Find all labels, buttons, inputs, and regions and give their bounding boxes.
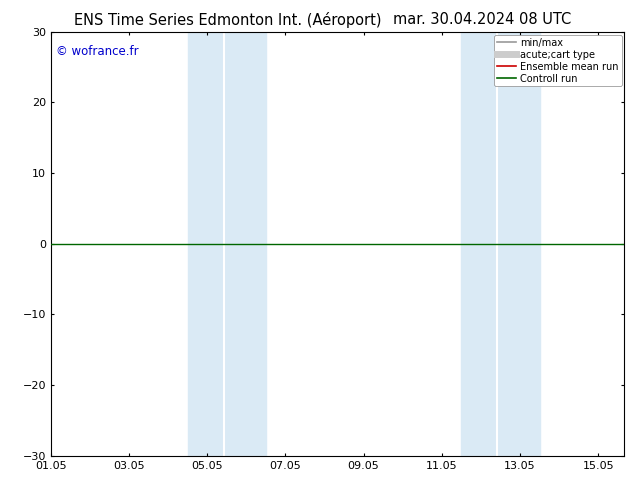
Text: © wofrance.fr: © wofrance.fr xyxy=(56,45,139,57)
Bar xyxy=(188,32,266,456)
Text: ENS Time Series Edmonton Int. (Aéroport): ENS Time Series Edmonton Int. (Aéroport) xyxy=(74,12,382,28)
Bar xyxy=(462,32,540,456)
Legend: min/max, acute;cart type, Ensemble mean run, Controll run: min/max, acute;cart type, Ensemble mean … xyxy=(494,35,621,86)
Text: mar. 30.04.2024 08 UTC: mar. 30.04.2024 08 UTC xyxy=(392,12,571,27)
